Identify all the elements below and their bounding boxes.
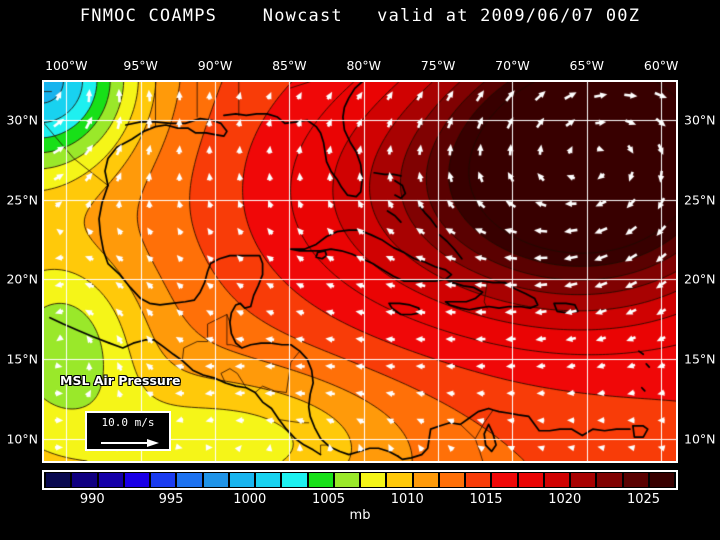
lat-tick-left-10N: 10°N	[6, 431, 38, 447]
colorbar-cell-16	[466, 473, 491, 487]
wind-vector-key-label: 10.0 m/s	[101, 416, 155, 429]
colorbar-tick-1010: 1010	[390, 492, 424, 507]
colorbar-cell-7	[229, 473, 254, 487]
colorbar-cell-10	[308, 473, 333, 487]
colorbar-cell-12	[361, 473, 386, 487]
pressure-field-canvas	[44, 82, 676, 461]
colorbar-cell-13	[387, 473, 412, 487]
lat-tick-left-15N: 15°N	[6, 351, 38, 367]
colorbar-cell-23	[649, 473, 674, 487]
lon-tick-95W: 95°W	[123, 58, 158, 73]
colorbar-cell-1	[72, 473, 97, 487]
wind-arrow-icon	[101, 439, 159, 447]
colorbar-cell-0	[46, 473, 71, 487]
colorbar-tick-1025: 1025	[626, 492, 661, 507]
colorbar-tick-990: 990	[79, 492, 105, 507]
colorbar-tick-1015: 1015	[469, 492, 503, 507]
colorbar-cell-21	[597, 473, 622, 487]
pressure-colorbar[interactable]	[42, 470, 678, 490]
lon-tick-85W: 85°W	[272, 58, 307, 73]
colorbar-cell-5	[177, 473, 202, 487]
lon-tick-80W: 80°W	[346, 58, 381, 73]
colorbar-cell-6	[203, 473, 228, 487]
colorbar-tick-995: 995	[158, 492, 184, 507]
colorbar-units-label: mb	[349, 508, 371, 523]
colorbar-tick-1000: 1000	[233, 492, 267, 507]
colorbar-cell-3	[124, 473, 149, 487]
lon-tick-65W: 65°W	[569, 58, 605, 73]
colorbar-tick-1020: 1020	[548, 492, 582, 507]
page-title: FNMOC COAMPS Nowcast valid at 2009/06/07…	[79, 6, 641, 26]
colorbar-cell-22	[623, 473, 648, 487]
lon-tick-60W: 60°W	[643, 58, 679, 73]
colorbar-cell-17	[492, 473, 517, 487]
wind-vector-key: 10.0 m/s	[85, 411, 171, 451]
lon-tick-90W: 90°W	[197, 58, 233, 73]
lat-tick-right-25N: 25°N	[684, 192, 716, 208]
colorbar-cell-11	[334, 473, 359, 487]
colorbar-cell-18	[518, 473, 543, 487]
colorbar-cell-9	[282, 473, 307, 487]
field-label: MSL Air Pressure	[60, 373, 181, 388]
lat-tick-left-25N: 25°N	[6, 192, 38, 208]
lat-tick-left-20N: 20°N	[6, 271, 38, 287]
lon-tick-70W: 70°W	[495, 58, 530, 73]
colorbar-tick-1005: 1005	[311, 492, 346, 507]
colorbar-cell-14	[413, 473, 438, 487]
colorbar-cell-15	[439, 473, 464, 487]
lon-tick-75W: 75°W	[420, 58, 456, 73]
lat-tick-right-15N: 15°N	[684, 351, 716, 367]
colorbar-cell-19	[544, 473, 569, 487]
colorbar-cell-4	[151, 473, 176, 487]
map-plot-area[interactable]	[42, 80, 678, 463]
lat-tick-right-30N: 30°N	[684, 112, 716, 128]
colorbar-cell-8	[256, 473, 281, 487]
lon-tick-100W: 100°W	[45, 58, 88, 73]
lat-tick-right-20N: 20°N	[684, 271, 716, 287]
lat-tick-left-30N: 30°N	[6, 112, 38, 128]
lat-tick-right-10N: 10°N	[684, 431, 716, 447]
colorbar-cell-2	[98, 473, 123, 487]
colorbar-cell-20	[571, 473, 596, 487]
